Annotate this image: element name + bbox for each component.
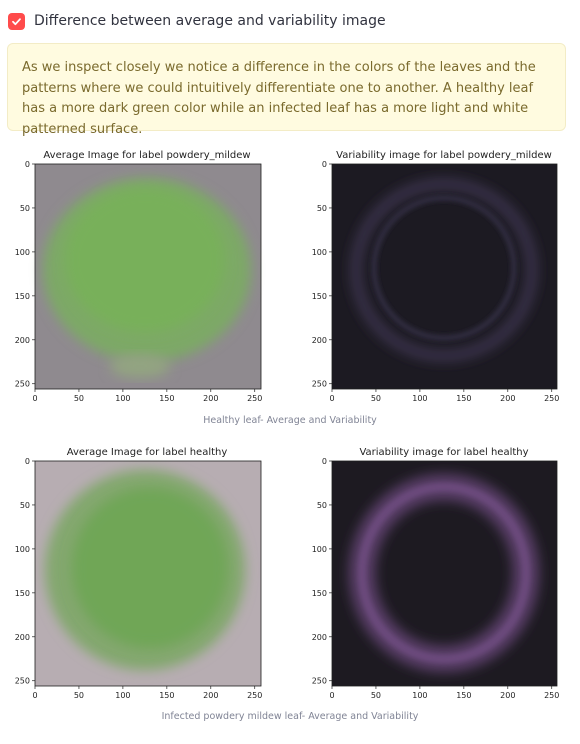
panel-1-yticks: 0 50 100 150 200 250 [15, 160, 35, 389]
alert-text: As we inspect closely we notice a differ… [22, 60, 536, 137]
xtick-label: 0 [329, 691, 334, 700]
panel-variability-healthy: Variability image for label healthy 0 50 1… [312, 447, 560, 700]
ytick-label: 150 [312, 589, 327, 598]
xtick-label: 50 [371, 691, 381, 700]
xtick-label: 250 [247, 394, 262, 403]
ytick-label: 200 [15, 336, 30, 345]
xtick-label: 250 [247, 691, 262, 700]
ytick-label: 50 [20, 501, 30, 510]
xtick-label: 50 [74, 691, 84, 700]
xtick-label: 150 [159, 394, 174, 403]
xtick-label: 100 [115, 691, 130, 700]
ytick-label: 50 [317, 204, 327, 213]
panel-average-healthy: Average Image for label healthy 0 50 100 15… [15, 447, 263, 700]
checkmark-icon [12, 17, 21, 25]
panel-title: Average Image for label healthy [67, 447, 228, 458]
xtick-label: 50 [371, 394, 381, 403]
xtick-label: 50 [74, 394, 84, 403]
ytick-label: 100 [15, 248, 30, 257]
ytick-label: 0 [25, 160, 30, 169]
ytick-label: 0 [25, 457, 30, 466]
ytick-label: 250 [312, 677, 327, 686]
panel-3-yticks: 0 50 100 150 200 250 [15, 457, 35, 686]
panel-title: Variability image for label healthy [359, 447, 528, 458]
xtick-label: 150 [159, 691, 174, 700]
xtick-label: 0 [32, 691, 37, 700]
xtick-label: 200 [203, 394, 218, 403]
panel-title: Average Image for label powdery_mildew [43, 150, 250, 161]
ytick-label: 250 [15, 380, 30, 389]
panel-title: Variability image for label powdery_mild… [336, 150, 552, 161]
ytick-label: 0 [322, 457, 327, 466]
ytick-label: 0 [322, 160, 327, 169]
ytick-label: 150 [312, 292, 327, 301]
xtick-label: 250 [544, 691, 559, 700]
xtick-label: 150 [456, 394, 471, 403]
ytick-label: 100 [312, 545, 327, 554]
ytick-label: 200 [15, 633, 30, 642]
xtick-label: 200 [500, 394, 515, 403]
xtick-label: 100 [115, 394, 130, 403]
ytick-label: 250 [15, 677, 30, 686]
xtick-label: 150 [456, 691, 471, 700]
checkbox-checked-icon[interactable] [8, 12, 25, 30]
figure-2-plot: Average Image for label healthy 0 50 100 15… [15, 447, 560, 700]
panel-4-xticks: 0 50 100 150 200 250 [329, 686, 559, 700]
ytick-label: 50 [20, 204, 30, 213]
ytick-label: 100 [15, 545, 30, 554]
panel-2-yticks: 0 50 100 150 200 250 [312, 160, 332, 389]
xtick-label: 100 [412, 394, 427, 403]
ytick-label: 100 [312, 248, 327, 257]
xtick-label: 100 [412, 691, 427, 700]
average-variability-checkbox[interactable]: Difference between average and variabili… [8, 10, 386, 32]
ytick-label: 200 [312, 633, 327, 642]
figure-2: Average Image for label healthy 0 50 100 15… [0, 438, 580, 708]
figure-2-caption: Infected powdery mildew leaf- Average an… [161, 711, 419, 722]
ytick-label: 250 [312, 380, 327, 389]
xtick-label: 250 [544, 394, 559, 403]
panel-4-yticks: 0 50 100 150 200 250 [312, 457, 332, 686]
xtick-label: 200 [203, 691, 218, 700]
xtick-label: 200 [500, 691, 515, 700]
figure-1-plot: Average Image for label powdery_mildew 0… [15, 150, 560, 403]
panel-2-xticks: 0 50 100 150 200 250 [329, 389, 559, 403]
info-alert: As we inspect closely we notice a differ… [7, 43, 566, 137]
ytick-label: 200 [312, 336, 327, 345]
panel-variability-powdery-mildew: Variability image for label powdery_mild… [312, 150, 560, 403]
figure-1-caption: Healthy leaf- Average and Variability [203, 415, 377, 426]
panel-1-xticks: 0 50 100 150 200 250 [32, 389, 262, 403]
panel-3-xticks: 0 50 100 150 200 250 [32, 686, 262, 700]
ytick-label: 150 [15, 292, 30, 301]
ytick-label: 150 [15, 589, 30, 598]
figure-1: Average Image for label powdery_mildew 0… [0, 140, 580, 410]
checkbox-label: Difference between average and variabili… [34, 13, 386, 29]
xtick-label: 0 [32, 394, 37, 403]
ytick-label: 50 [317, 501, 327, 510]
xtick-label: 0 [329, 394, 334, 403]
panel-average-powdery-mildew: Average Image for label powdery_mildew 0… [15, 150, 263, 403]
